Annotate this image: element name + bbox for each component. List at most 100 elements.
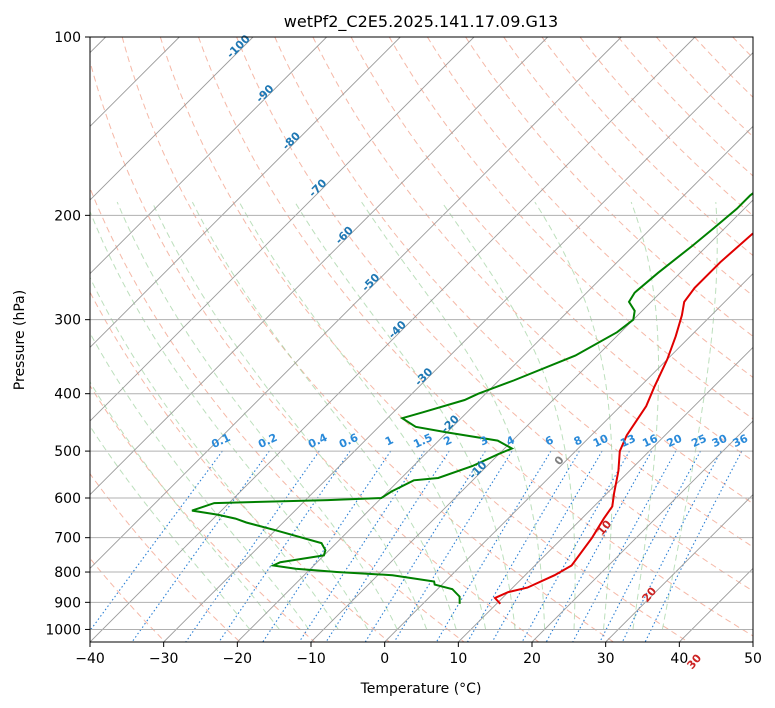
isotherm-line [90, 37, 475, 422]
moist-adiabat-line [90, 276, 339, 630]
dry-adiabat-line [236, 37, 753, 592]
isotherm-line [90, 37, 327, 275]
isotherm-line [90, 37, 548, 496]
mixing-ratio-label: 0.2 [256, 431, 279, 451]
moist-adiabat-line [116, 201, 398, 630]
mixing-ratio-line [218, 450, 351, 642]
isotherm-line [310, 199, 753, 642]
y-tick-label: 200 [54, 208, 81, 224]
moist-adiabat-line [630, 201, 660, 630]
dry-adiabat-label: 0 [552, 453, 567, 467]
dewpoint-line [191, 192, 753, 604]
mixing-ratio-label: 1 [383, 433, 395, 448]
x-tick-label: 30 [597, 651, 615, 667]
isotherm-line [90, 37, 401, 348]
mixing-ratio-line [599, 450, 701, 642]
mixing-ratio-line [621, 450, 722, 642]
mixing-ratio-label: 20 [665, 432, 685, 450]
x-tick-label: 40 [670, 651, 688, 667]
axes: −40 −30 −20 −10 0 10 20 30 40 5010020030040050060… [45, 30, 762, 667]
isotherm-label: -100 [224, 32, 253, 61]
y-tick-label: 800 [54, 565, 81, 581]
isotherm-line [237, 125, 753, 642]
isotherm-line [90, 37, 254, 201]
dry-adiabat-line [732, 37, 753, 59]
y-tick-label: 100 [54, 30, 81, 46]
mixing-ratio-label: 30 [710, 432, 730, 450]
mixing-ratio-label: 6 [543, 433, 556, 448]
isotherm-label: -50 [359, 271, 382, 294]
x-axis-label: Temperature (°C) [360, 681, 482, 697]
isotherm-line [384, 273, 753, 642]
x-tick-label: −20 [223, 651, 253, 667]
y-tick-label: 500 [54, 444, 81, 460]
dry-adiabat-line [90, 59, 540, 642]
dry-adiabat-line [312, 37, 753, 505]
mixing-ratio-line [131, 450, 270, 642]
mixing-ratio-label: 0.4 [306, 431, 329, 451]
y-tick-label: 400 [54, 387, 81, 403]
isoline-labels: -100-90-80-70-60-50-40-30-20-100.1 0.2 0.4… [209, 32, 751, 672]
isotherm-label: -30 [412, 365, 435, 388]
mixing-ratio-label: 36 [731, 432, 751, 450]
mixing-ratio-label: 10 [591, 432, 611, 450]
x-tick-label: 20 [523, 651, 541, 667]
mixing-ratio-line [644, 450, 743, 642]
mixing-ratio-label: 13 [618, 432, 637, 450]
chart-title: wetPf2_C2E5.2025.141.17.09.G13 [284, 12, 558, 32]
dry-adiabat-line [90, 186, 465, 642]
mixing-ratio-line [90, 450, 223, 632]
mixing-ratio-line [572, 450, 677, 642]
dry-adiabat-line [465, 37, 753, 338]
plot-frame [89, 36, 754, 643]
dry-adiabat-line [388, 37, 753, 420]
y-tick-label: 900 [54, 595, 81, 611]
x-tick-label: 50 [744, 651, 762, 667]
x-tick-label: −10 [296, 651, 326, 667]
dry-adiabat-line [274, 37, 753, 548]
temperature-line [493, 232, 753, 605]
x-tick-label: −40 [75, 651, 105, 667]
y-axis-label: Pressure (hPa) [12, 290, 28, 390]
dry-adiabat-line [90, 557, 166, 642]
x-tick-label: −30 [149, 651, 179, 667]
dry-adiabat-line [90, 384, 316, 642]
mixing-ratio-line [298, 450, 425, 642]
dry-adiabat-line [121, 37, 614, 642]
mixing-ratio-line [185, 450, 320, 642]
mixing-ratio-label: 0.6 [337, 431, 360, 451]
mixing-ratio-label: 8 [572, 433, 584, 448]
dry-adiabat-line [426, 37, 753, 379]
background-lines [90, 37, 753, 642]
y-tick-label: 300 [54, 313, 81, 329]
moist-adiabat-line [90, 425, 251, 630]
mixing-ratio-line [545, 450, 653, 642]
x-tick-label: 0 [380, 651, 389, 667]
isotherm-line [531, 420, 753, 642]
moist-adiabat-line [151, 201, 428, 630]
moist-adiabat-line [90, 210, 369, 630]
mixing-ratio-label: 0.1 [209, 431, 232, 451]
moist-adiabat-line [90, 332, 310, 630]
dry-adiabat-line [90, 291, 390, 642]
mixing-ratio-line [491, 450, 603, 642]
mixing-ratio-label: 3 [478, 433, 490, 448]
isotherm-line [458, 346, 753, 642]
moist-adiabat-line [238, 201, 487, 630]
isotherm-line [752, 641, 753, 642]
grid-lines [90, 37, 753, 642]
dry-adiabat-line [159, 37, 689, 642]
isotherm-label: -90 [253, 82, 276, 105]
moist-adiabat-line [361, 201, 546, 630]
moist-adiabat-line [661, 202, 718, 630]
isotherm-line [90, 37, 622, 569]
mixing-ratio-line [262, 450, 392, 642]
mixing-ratio-line [521, 450, 630, 642]
data-lines [191, 192, 753, 605]
mixing-ratio-label: 2 [442, 433, 454, 448]
isotherm-label: -80 [280, 129, 303, 152]
mixing-ratio-line [435, 450, 552, 642]
moist-adiabat-line [90, 381, 280, 630]
